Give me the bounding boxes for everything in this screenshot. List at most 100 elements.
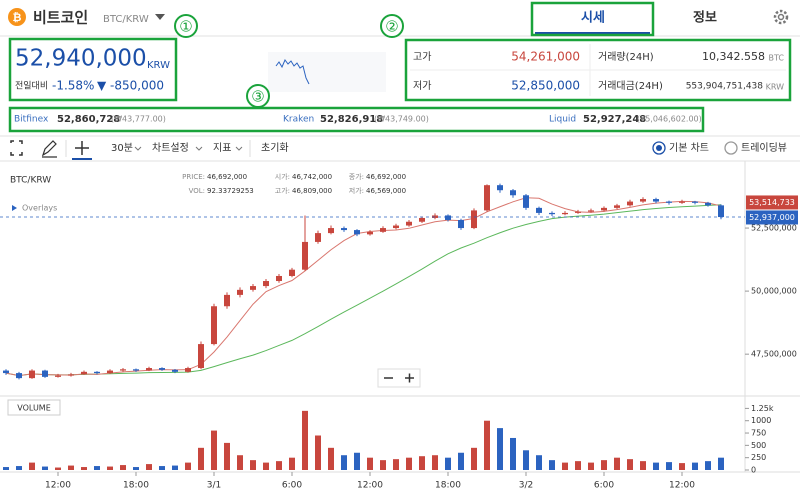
volume-bar bbox=[133, 467, 139, 470]
candle-body bbox=[146, 368, 152, 371]
volume-bar bbox=[328, 447, 334, 470]
mode-basic[interactable]: 기본 차트 bbox=[669, 142, 709, 154]
tab-market[interactable]: 시세 bbox=[581, 11, 605, 26]
volume-bar bbox=[510, 437, 516, 470]
time-tick-label: 6:00 bbox=[594, 481, 614, 491]
settings-gear[interactable] bbox=[773, 9, 789, 25]
candle-body bbox=[367, 231, 373, 235]
volume-title: VOLUME bbox=[17, 404, 51, 413]
volume-bar bbox=[224, 442, 230, 470]
chart-pair: BTC/KRW bbox=[10, 176, 51, 186]
volume-bar bbox=[107, 466, 113, 470]
exchange-converted: (₩43,749.00) bbox=[374, 115, 429, 124]
exchange-name[interactable]: Liquid bbox=[549, 115, 576, 125]
low-value: 52,850,000 bbox=[511, 79, 580, 93]
candle-body bbox=[185, 368, 191, 372]
candle-body bbox=[666, 201, 672, 203]
current-price: 52,940,000 bbox=[15, 46, 147, 72]
zoom-controls bbox=[377, 368, 421, 388]
candle-body bbox=[640, 199, 646, 202]
volume-bar bbox=[692, 462, 698, 470]
volume-bar bbox=[705, 461, 711, 470]
zoom-in[interactable] bbox=[405, 373, 414, 383]
exchange-converted: (₩43,777.00) bbox=[111, 115, 166, 124]
caret bbox=[235, 146, 243, 151]
volume-tick-label: 250 bbox=[751, 453, 766, 462]
tab-info[interactable]: 정보 bbox=[693, 10, 717, 26]
high-label: 고가 bbox=[413, 51, 431, 63]
volume-bar bbox=[276, 461, 282, 470]
volume-tick-label: 500 bbox=[751, 441, 766, 450]
candle-body bbox=[458, 219, 464, 229]
time-tick-label: 12:00 bbox=[357, 481, 383, 491]
candle-body bbox=[419, 217, 425, 222]
info-value: 46,569,000 bbox=[366, 187, 406, 195]
annotation-box bbox=[404, 38, 792, 102]
candle-body bbox=[562, 212, 568, 215]
info-label: 종가: bbox=[349, 172, 364, 181]
mode-tradingview[interactable]: 트레이딩뷰 bbox=[741, 142, 787, 154]
interval-select[interactable]: 30분 bbox=[111, 142, 133, 154]
btc-icon-glyph: ₿ bbox=[13, 11, 22, 24]
volume-unit: BTC bbox=[769, 54, 785, 63]
volume-bar bbox=[120, 465, 126, 470]
volume-bar bbox=[42, 466, 48, 470]
price-marker-label: 53,514,733 bbox=[749, 198, 795, 207]
volume-bar bbox=[536, 455, 542, 470]
candle-body bbox=[198, 344, 204, 369]
volume-bar bbox=[289, 457, 295, 470]
chart-settings[interactable]: 차트설정 bbox=[152, 142, 189, 154]
reset[interactable]: 초기화 bbox=[261, 142, 289, 154]
moving-average bbox=[5, 197, 722, 377]
exchange-name[interactable]: Kraken bbox=[283, 115, 314, 125]
candle-body bbox=[718, 205, 724, 218]
price-tick-label: 52,500,000 bbox=[751, 224, 797, 233]
volume-bar bbox=[640, 461, 646, 470]
price-tick-label: 47,500,000 bbox=[751, 350, 797, 359]
volume-bar bbox=[211, 430, 217, 470]
low-label: 저가 bbox=[413, 80, 431, 92]
price-tick-label: 50,000,000 bbox=[751, 287, 797, 296]
candle-body bbox=[601, 207, 607, 211]
volume-tick-label: 1000 bbox=[751, 416, 771, 425]
radio-tradingview[interactable] bbox=[724, 141, 738, 155]
volume-value: 10,342.558 bbox=[702, 50, 765, 63]
candle-body bbox=[107, 370, 113, 374]
volume-bar bbox=[445, 457, 451, 470]
volume-bar bbox=[653, 462, 659, 470]
candle-body bbox=[94, 371, 100, 374]
time-tick-label: 18:00 bbox=[435, 481, 461, 491]
candle-body bbox=[159, 368, 165, 370]
overlays-toggle[interactable] bbox=[12, 205, 17, 211]
coin-dropdown[interactable] bbox=[155, 14, 165, 20]
volume-label: 거래량(24H) bbox=[598, 51, 654, 63]
volume-bar bbox=[198, 447, 204, 470]
volume-bar bbox=[3, 467, 9, 470]
overlays-label[interactable]: Overlays bbox=[22, 204, 57, 213]
candle-body bbox=[3, 370, 9, 374]
exchange-converted: (¥5,046,602.00) bbox=[637, 115, 702, 124]
candle-body bbox=[42, 370, 48, 377]
time-tick-label: 6:00 bbox=[282, 481, 302, 491]
fullscreen-icon[interactable] bbox=[10, 140, 23, 156]
candle-body bbox=[341, 228, 347, 231]
exchange-name[interactable]: Bitfinex bbox=[14, 115, 49, 125]
candle-body bbox=[276, 275, 282, 282]
high-value: 54,261,000 bbox=[511, 50, 580, 64]
indicators[interactable]: 지표 bbox=[213, 142, 231, 154]
sparkline bbox=[275, 59, 310, 85]
turnover-label: 거래대금(24H) bbox=[598, 80, 663, 92]
volume-bar bbox=[458, 452, 464, 470]
candle-body bbox=[315, 233, 321, 242]
volume-bar bbox=[588, 462, 594, 470]
time-tick-label: 12:00 bbox=[45, 481, 71, 491]
candle-body bbox=[172, 369, 178, 372]
caret bbox=[134, 146, 142, 151]
candle-body bbox=[653, 199, 659, 202]
candle-body bbox=[237, 289, 243, 295]
volume-bar bbox=[627, 459, 633, 470]
draw-icon[interactable] bbox=[41, 140, 57, 158]
crosshair-icon[interactable] bbox=[75, 141, 89, 155]
volume-tick-label: 0 bbox=[751, 466, 756, 475]
